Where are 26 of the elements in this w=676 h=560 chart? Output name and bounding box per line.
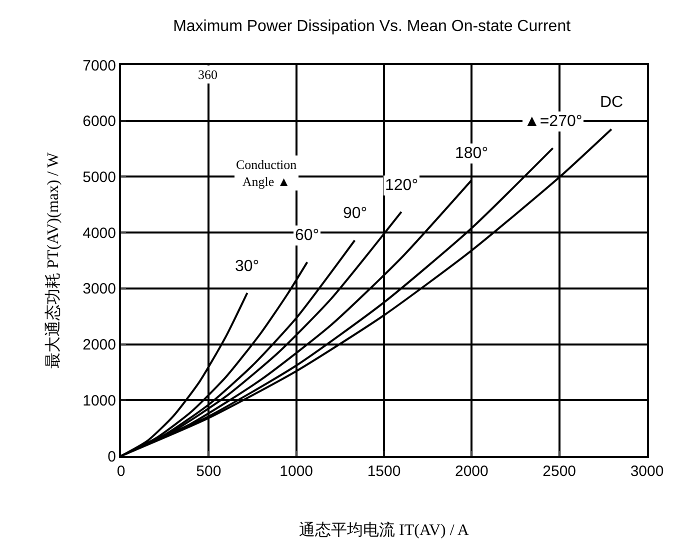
x-tick-label: 2000 (454, 463, 488, 480)
chart-title: Maximum Power Dissipation Vs. Mean On-state Current (173, 18, 572, 35)
series-label: ▲=270° (524, 113, 582, 130)
y-axis-title: 最大通态功耗 PT(AV)(max) / W (44, 152, 62, 368)
series-label: 180° (455, 145, 488, 162)
y-tick-label: 0 (108, 448, 116, 466)
x-tick-label: 2500 (542, 463, 576, 480)
x-tick-label: 1500 (367, 463, 401, 480)
y-tick-label: 5000 (82, 168, 116, 186)
annotation: Conduction Angle ▲ (236, 157, 298, 189)
x-tick-label: 1000 (280, 463, 314, 480)
series-label: 60° (295, 227, 320, 244)
y-tick-label: 7000 (82, 57, 116, 74)
y-tick-label: 3000 (82, 280, 116, 298)
y-tick-label: 4000 (82, 224, 116, 242)
x-axis-title: 通态平均电流 IT(AV) / A (299, 521, 470, 540)
x-tick-label: 500 (196, 463, 222, 480)
series-label: DC (600, 94, 624, 111)
series-label: 90° (343, 205, 368, 222)
y-tick-label: 2000 (82, 336, 116, 354)
y-tick-label: 1000 (82, 392, 116, 410)
annotation: 360 (198, 67, 218, 82)
series-label: 30° (235, 258, 260, 275)
y-tick-label: 6000 (82, 113, 116, 130)
series-label: 120° (385, 177, 418, 194)
x-tick-label: 3000 (630, 463, 664, 480)
